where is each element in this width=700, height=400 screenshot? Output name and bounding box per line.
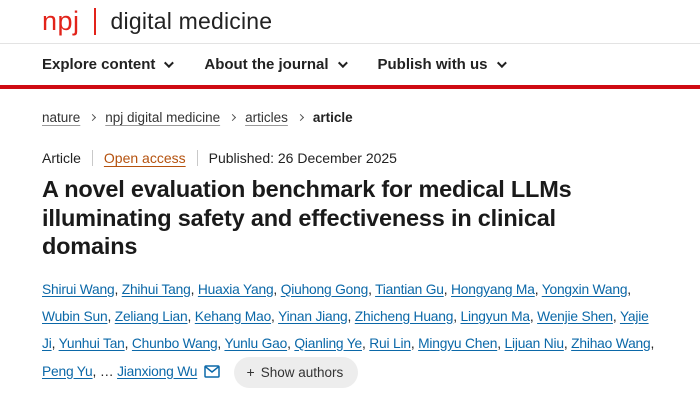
open-access-link[interactable]: Open access <box>103 150 186 166</box>
masthead: npj digital medicine <box>0 0 700 44</box>
author-link[interactable]: Mingyu Chen <box>418 335 498 351</box>
author-link[interactable]: Peng Yu <box>42 363 93 379</box>
plus-icon: + <box>246 363 255 380</box>
author-link[interactable]: Huaxia Yang <box>197 281 274 297</box>
author-link[interactable]: Hongyang Ma <box>451 281 535 297</box>
author-link[interactable]: Zhihao Wang <box>571 335 651 351</box>
author-link[interactable]: Yunhui Tan <box>58 335 125 351</box>
author-list: Shirui Wang, Zhihui Tang, Huaxia Yang, Q… <box>42 276 655 388</box>
author-link[interactable]: Rui Lin <box>369 335 411 351</box>
journal-name: digital medicine <box>110 8 273 34</box>
journal-logo[interactable]: npj digital medicine <box>42 6 272 37</box>
author-link[interactable]: Yunlu Gao <box>224 335 288 351</box>
email-icon[interactable] <box>204 364 220 378</box>
chevron-right-icon <box>296 113 304 122</box>
breadcrumb-current: article <box>312 110 353 125</box>
npj-logo-text: npj <box>42 6 80 36</box>
author-link[interactable]: Chunbo Wang <box>131 335 218 351</box>
author-link[interactable]: Wubin Sun <box>42 308 108 324</box>
author-link[interactable]: Qiuhong Gong <box>280 281 369 297</box>
article-meta: Article Open access Published: 26 Decemb… <box>42 150 655 166</box>
chevron-down-icon <box>164 58 175 69</box>
author-link[interactable]: Shirui Wang <box>42 281 115 297</box>
author-link[interactable]: Lingyun Ma <box>460 308 531 324</box>
published-date: Published: 26 December 2025 <box>208 150 397 166</box>
author-link[interactable]: Yinan Jiang <box>278 308 348 324</box>
authors-ellipsis: … <box>99 363 114 379</box>
corresponding-author-link[interactable]: Jianxiong Wu <box>117 363 198 379</box>
author-link[interactable]: Zhicheng Huang <box>354 308 454 324</box>
breadcrumb-articles[interactable]: articles <box>245 110 288 125</box>
chevron-down-icon <box>496 58 507 69</box>
article-type-label: Article <box>42 150 81 166</box>
primary-nav: Explore content About the journal Publis… <box>0 44 700 89</box>
nav-about-journal[interactable]: About the journal <box>204 56 348 73</box>
article-page: nature npj digital medicine articles art… <box>0 89 700 400</box>
author-link[interactable]: Yongxin Wang <box>541 281 628 297</box>
author-link[interactable]: Zhihui Tang <box>121 281 191 297</box>
divider <box>91 150 93 166</box>
author-links: Shirui Wang, Zhihui Tang, Huaxia Yang, Q… <box>42 281 655 379</box>
divider <box>196 150 198 166</box>
author-link[interactable]: Lijuan Niu <box>504 335 565 351</box>
breadcrumb-journal[interactable]: npj digital medicine <box>105 110 221 125</box>
article-title: A novel evaluation benchmark for medical… <box>42 176 572 259</box>
author-link[interactable]: Zeliang Lian <box>114 308 188 324</box>
author-link[interactable]: Wenjie Shen <box>537 308 613 324</box>
show-authors-button[interactable]: + Show authors <box>233 356 359 388</box>
nav-publish-with-us[interactable]: Publish with us <box>378 56 507 73</box>
nav-explore-content[interactable]: Explore content <box>42 56 175 73</box>
author-link[interactable]: Kehang Mao <box>194 308 272 324</box>
chevron-right-icon <box>229 113 237 122</box>
chevron-down-icon <box>337 58 348 69</box>
breadcrumb-nature[interactable]: nature <box>42 110 81 125</box>
chevron-right-icon <box>89 113 97 122</box>
author-link[interactable]: Yajie Ji <box>42 308 649 351</box>
author-link[interactable]: Qianling Ye <box>294 335 362 351</box>
logo-divider <box>93 8 96 35</box>
author-link[interactable]: Tiantian Gu <box>375 281 444 297</box>
breadcrumb: nature npj digital medicine articles art… <box>42 110 655 125</box>
